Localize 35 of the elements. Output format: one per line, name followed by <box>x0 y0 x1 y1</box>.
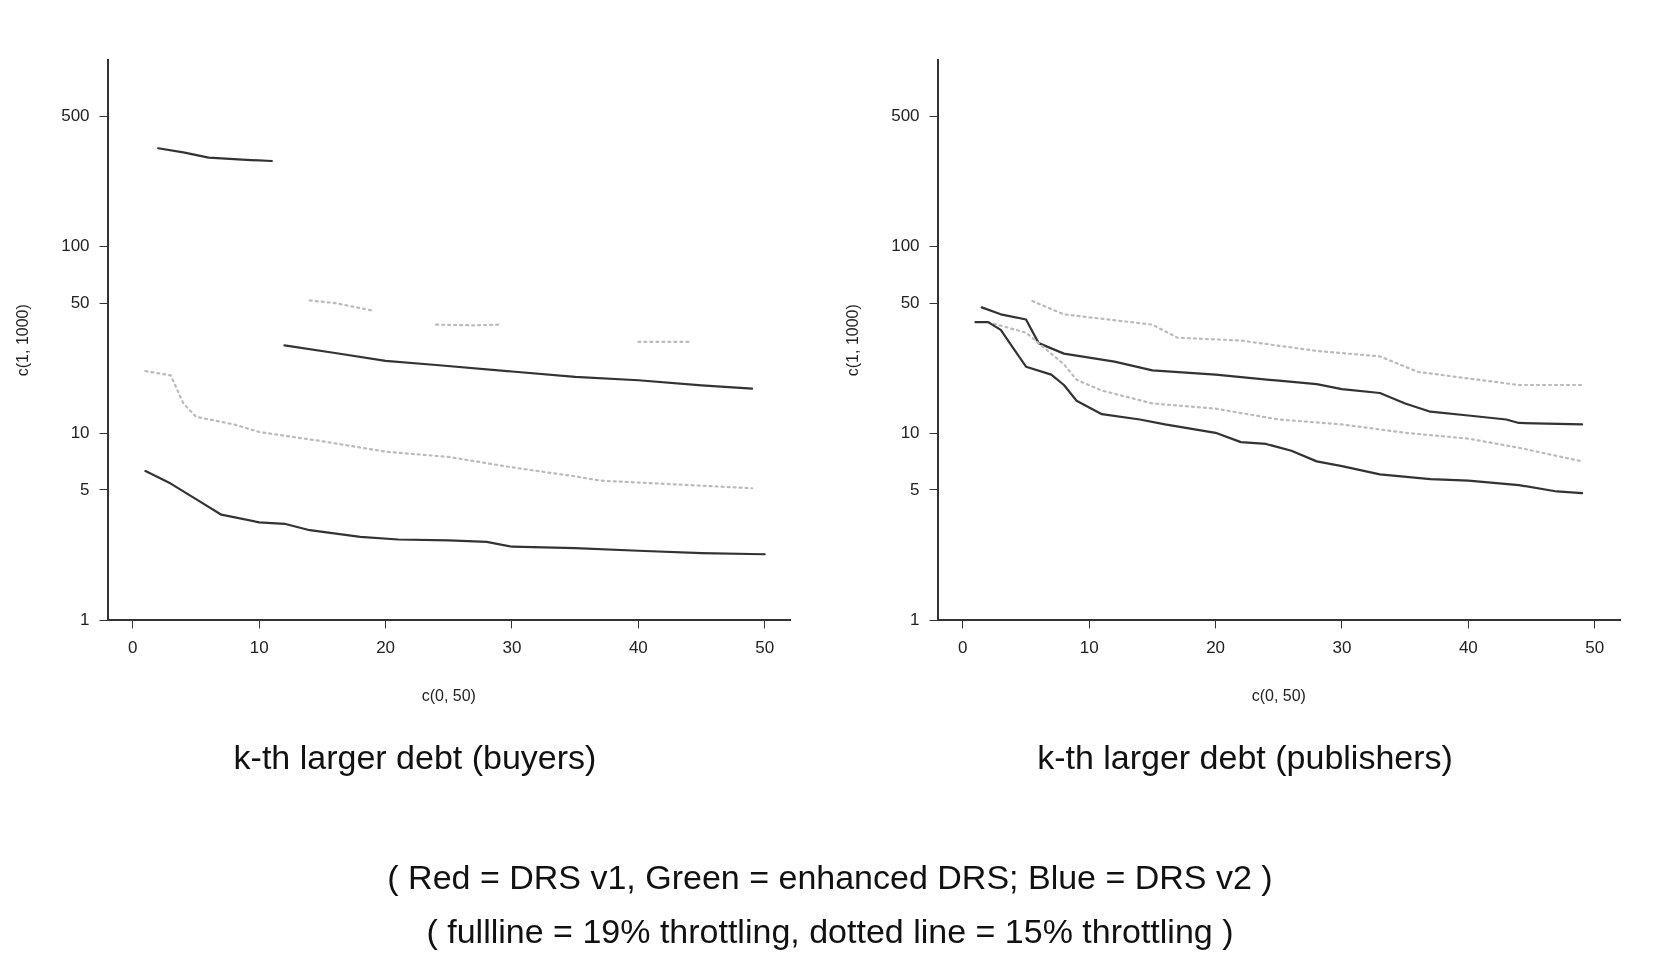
y-axis-title: c(1, 1000) <box>844 304 862 377</box>
x-tick-label: 20 <box>1206 638 1226 658</box>
x-tick-label: 10 <box>249 638 269 658</box>
y-tick-label: 10 <box>70 423 90 443</box>
y-tick-label: 50 <box>70 292 90 312</box>
line-series <box>987 321 1584 463</box>
x-tick-label: 50 <box>1585 638 1605 658</box>
x-tick-label: 0 <box>958 638 968 658</box>
y-tick-label: 50 <box>900 292 920 312</box>
text: ( fullline = 19% throttling, dotted line = 15% throttling ) <box>425 911 1235 952</box>
line-series <box>144 370 754 490</box>
y-tick-label: 5 <box>910 479 920 499</box>
x-axis-title: c(0, 50) <box>1251 686 1306 704</box>
x-tick-label: 20 <box>376 638 396 658</box>
text: k-th larger debt (publishers) <box>1036 738 1454 777</box>
y-tick-label: 100 <box>891 236 920 256</box>
y-axis-title: c(1, 1000) <box>14 304 32 377</box>
y-tick-label: 500 <box>61 105 90 125</box>
x-tick-label: 10 <box>1079 638 1099 658</box>
x-tick-label: 50 <box>755 638 775 658</box>
text: k-th larger debt (buyers) <box>232 738 598 777</box>
x-axis-title: c(0, 50) <box>421 686 476 704</box>
x-tick-label: 0 <box>128 638 138 658</box>
y-tick-label: 500 <box>891 105 920 125</box>
x-tick-label: 30 <box>1332 638 1352 658</box>
y-tick-label: 100 <box>61 236 90 256</box>
x-tick-label: 40 <box>1458 638 1478 658</box>
y-tick-label: 1 <box>910 610 920 630</box>
x-tick-label: 30 <box>502 638 522 658</box>
y-tick-label: 1 <box>80 610 90 630</box>
line-series <box>1031 300 1584 387</box>
y-tick-label: 5 <box>80 479 90 499</box>
x-tick-label: 40 <box>628 638 648 658</box>
y-tick-label: 10 <box>900 423 920 443</box>
text: ( Red = DRS v1, Green = enhanced DRS; Blue = DRS v2 ) <box>386 857 1274 898</box>
